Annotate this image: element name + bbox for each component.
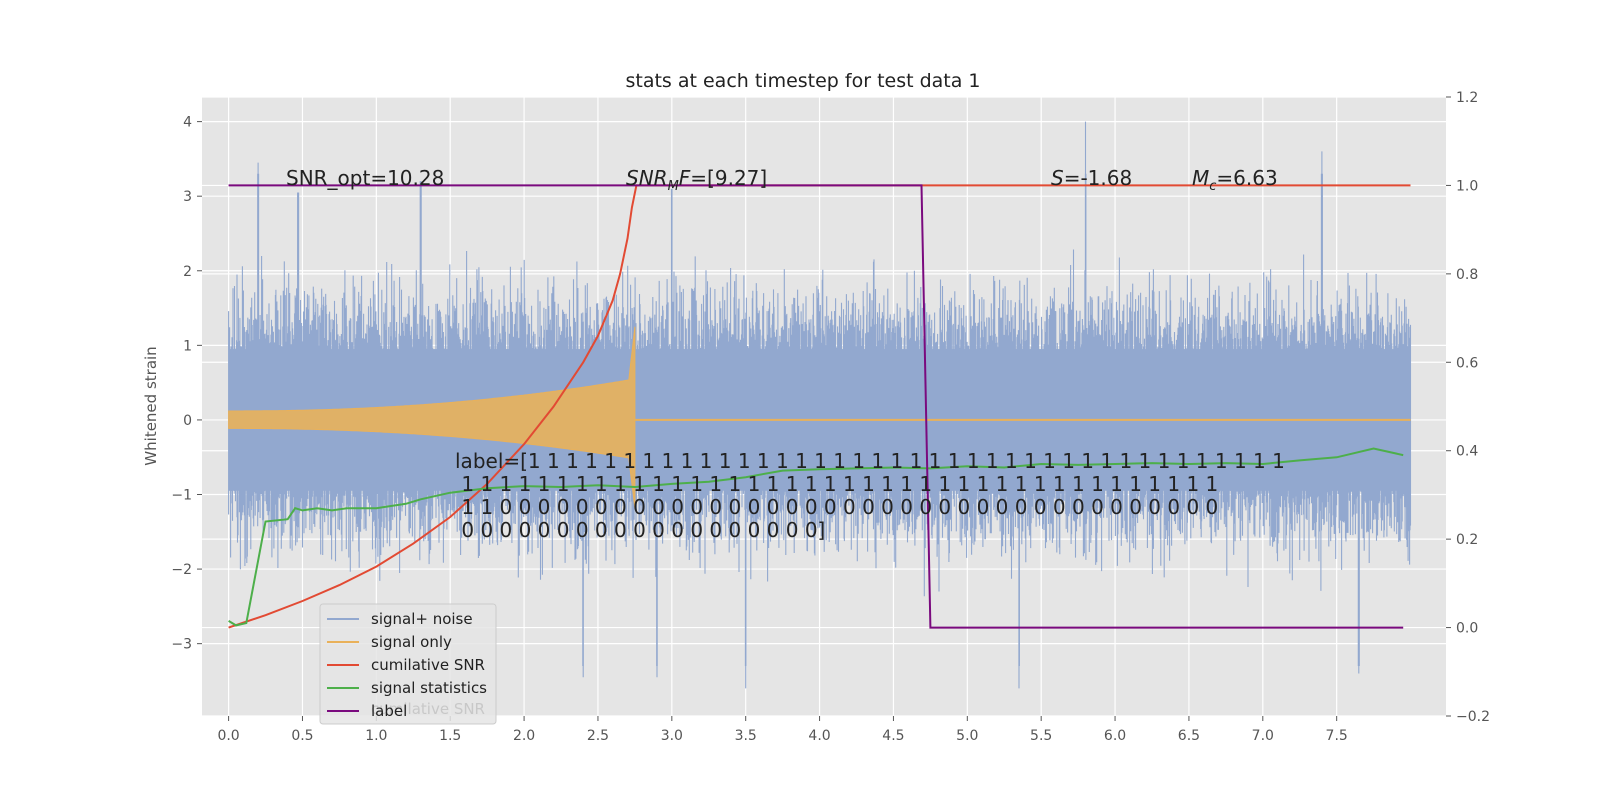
y2-tick-label: 0.4 [1456, 444, 1478, 460]
y-tick-label: 2 [183, 264, 192, 280]
y-axis-label: Whitened strain [142, 346, 160, 465]
y-axis-right: −0.2 0.0 0.2 0.4 0.6 0.8 1.0 1.2 [1446, 90, 1490, 725]
x-tick-label: 5.5 [1030, 728, 1052, 744]
series-cumulative-snr [228, 184, 1411, 629]
y2-tick-label: 0.8 [1456, 267, 1478, 283]
snr-mf-annotation: SNRMF=[9.27] [626, 166, 767, 194]
series-signal-statistics [228, 447, 1404, 627]
mc-value: =6.63 [1216, 166, 1277, 190]
mc-annotation: Mc=6.63 [1192, 166, 1278, 194]
legend-label-signal-noise: signal+ noise [371, 610, 473, 628]
y2-tick-label: 0.2 [1456, 532, 1478, 548]
x-tick-label: 6.0 [1104, 728, 1126, 744]
snr-mf-mid: F [679, 166, 691, 190]
y-tick-label: −3 [171, 637, 192, 653]
legend-label-label: label [371, 702, 407, 720]
legend-label-signal-only: signal only [371, 633, 452, 651]
plot-series [228, 121, 1412, 689]
chart-title: stats at each timestep for test data 1 [625, 70, 980, 92]
legend-entry-signal-statistics: signal statistics [327, 679, 487, 697]
mc-symbol: M [1192, 166, 1209, 190]
annotations: SNR_opt=10.28 SNRMF=[9.27] S=-1.68 Mc=6.… [286, 166, 1285, 542]
legend-entry-cumulative-snr: cumilative SNR [327, 656, 485, 674]
x-axis: 0.0 0.5 1.0 1.5 2.0 2.5 3.0 3.5 4.0 4.5 5.0 5.5 6.0 6… [217, 716, 1348, 744]
snr-mf-value: =[9.27] [690, 166, 767, 190]
x-tick-label: 6.5 [1178, 728, 1200, 744]
y-axis-left: −3 −2 −1 0 1 2 3 4 [171, 115, 202, 653]
x-tick-label: 2.5 [587, 728, 609, 744]
legend-box [319, 603, 497, 725]
label-array-line-1: label=[1 1 1 1 1 1 1 1 1 1 1 1 1 1 1 1 1… [455, 449, 1285, 473]
x-tick-label: 7.5 [1326, 728, 1348, 744]
label-array-line-3: 1 1 0 0 0 0 0 0 0 0 0 0 0 0 0 0 0 0 0 0 … [455, 495, 1218, 519]
y2-tick-label: 0.6 [1456, 355, 1478, 371]
series-label [228, 184, 1404, 629]
legend-entry-label: label [327, 702, 407, 720]
y-tick-label: 4 [183, 115, 192, 131]
label-array-line-4: 0 0 0 0 0 0 0 0 0 0 0 0 0 0 0 0 0 0 0] [455, 518, 825, 542]
x-tick-label: 5.0 [956, 728, 978, 744]
x-tick-label: 7.0 [1252, 728, 1274, 744]
x-tick-label: 0.0 [217, 728, 239, 744]
y-tick-label: −2 [171, 562, 192, 578]
snr-mf-sub: M [668, 179, 679, 194]
y2-tick-label: 0.0 [1456, 621, 1478, 637]
snr-mf-prefix: SNR [626, 166, 668, 190]
mc-sub: c [1209, 179, 1216, 194]
s-symbol: S [1051, 166, 1064, 190]
x-tick-label: 1.0 [365, 728, 387, 744]
legend-ghost-text: cumilative SNR [371, 700, 485, 718]
y2-tick-label: 1.0 [1456, 178, 1478, 194]
y-tick-label: −1 [171, 488, 192, 504]
s-annotation: S=-1.68 [1051, 166, 1132, 190]
x-tick-label: 3.0 [661, 728, 683, 744]
legend-label-cumulative-snr: cumilative SNR [371, 656, 485, 674]
series-signal-only [228, 326, 636, 509]
legend-label-signal-statistics: signal statistics [371, 679, 487, 697]
y-tick-label: 1 [183, 338, 192, 354]
x-tick-label: 2.0 [513, 728, 535, 744]
x-tick-label: 4.0 [808, 728, 830, 744]
legend-entry-signal-noise: signal+ noise [327, 610, 473, 628]
y-tick-label: 0 [183, 413, 192, 429]
s-value: =-1.68 [1064, 166, 1133, 190]
y-tick-label: 3 [183, 189, 192, 205]
y2-tick-label: 1.2 [1456, 90, 1478, 106]
y2-tick-label: −0.2 [1456, 709, 1490, 725]
x-tick-label: 3.5 [735, 728, 757, 744]
label-array-line-2: 1 1 1 1 1 1 1 1 1 1 1 1 1 1 1 1 1 1 1 1 … [455, 472, 1218, 496]
x-tick-label: 4.5 [882, 728, 904, 744]
legend-entry-signal-only: signal only [327, 633, 452, 651]
x-tick-label: 1.5 [439, 728, 461, 744]
snr-opt-annotation: SNR_opt=10.28 [286, 166, 444, 190]
x-tick-label: 0.5 [291, 728, 313, 744]
legend: cumilative SNR signal+ noise signal only… [319, 603, 497, 725]
